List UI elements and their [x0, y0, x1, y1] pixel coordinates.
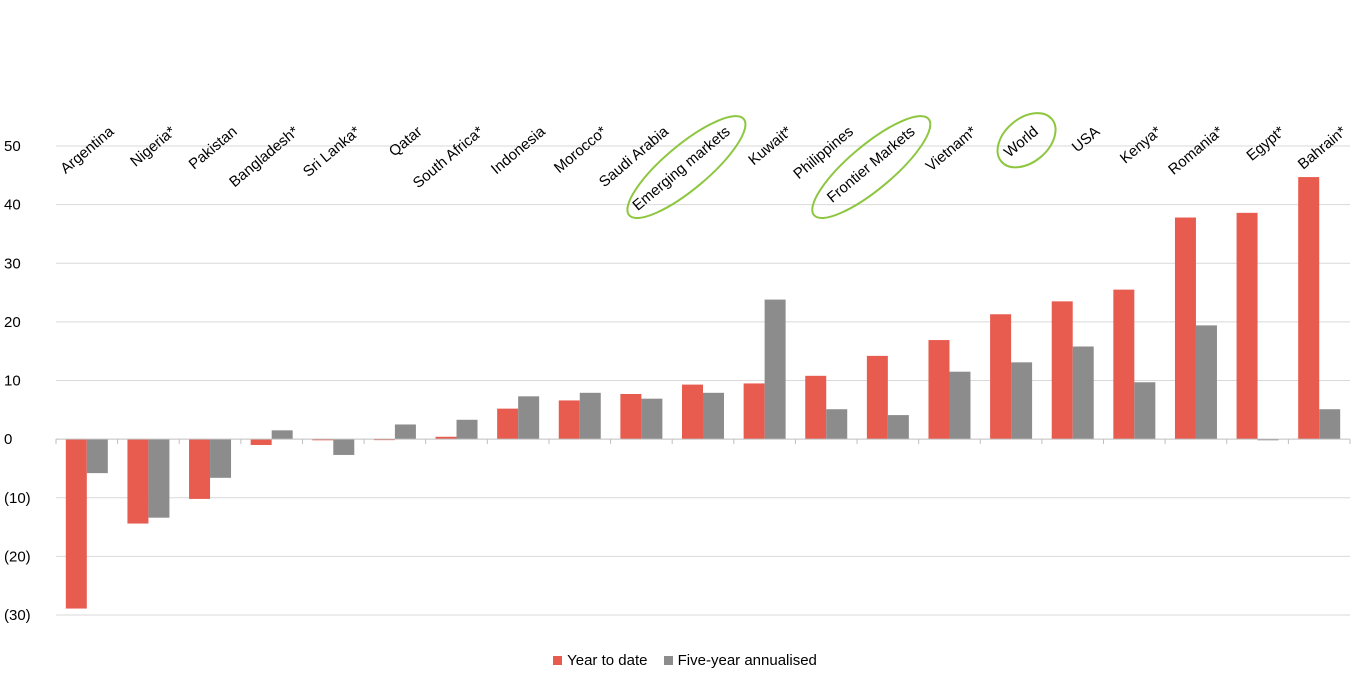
- y-tick-label: 20: [4, 314, 21, 331]
- bar-five-year: [148, 439, 170, 518]
- legend-swatch-five-year: [663, 656, 673, 665]
- bar-ytd: [497, 408, 519, 440]
- bar-ytd: [1298, 177, 1320, 440]
- bar-ytd: [127, 439, 149, 524]
- legend-item-five-year: Five-year annualised: [663, 652, 817, 669]
- bar-five-year: [949, 371, 971, 440]
- y-axis-ticks: 50 40 30 20 10 0 (10) (20) (30): [4, 138, 31, 624]
- bar-ytd: [805, 375, 827, 440]
- y-tick-label: (20): [4, 548, 31, 565]
- category-label: Romania*: [1165, 123, 1227, 178]
- bar-five-year: [333, 439, 355, 455]
- y-tick-label: 10: [4, 373, 21, 390]
- bar-ytd: [1051, 301, 1073, 440]
- y-tick-label: 50: [4, 138, 21, 155]
- category-label: Kenya*: [1117, 123, 1165, 167]
- category-label: Indonesia: [488, 123, 549, 178]
- bar-five-year: [703, 392, 724, 440]
- bar-five-year: [887, 415, 909, 440]
- category-label: Vietnam*: [923, 123, 980, 175]
- y-tick-label: 0: [4, 431, 12, 448]
- category-label: Sri Lanka*: [300, 123, 364, 181]
- bar-ytd: [743, 383, 765, 440]
- highlight-ellipse: [811, 115, 932, 220]
- category-label: Nigeria*: [127, 123, 179, 170]
- category-label: USA: [1069, 123, 1104, 156]
- bar-ytd: [866, 355, 888, 440]
- bar-ytd: [189, 439, 211, 499]
- bar-five-year: [456, 419, 478, 440]
- bar-ytd: [558, 400, 580, 440]
- bar-ytd: [990, 314, 1012, 440]
- bar-five-year: [271, 430, 293, 440]
- bar-five-year: [641, 398, 663, 440]
- bar-five-year: [210, 439, 232, 478]
- category-label: Argentina: [57, 123, 118, 178]
- y-tick-label: (30): [4, 607, 31, 624]
- bars: [65, 177, 1341, 609]
- bar-ytd: [1236, 212, 1258, 440]
- bar-ytd: [250, 439, 272, 445]
- category-label: Bahrain*: [1295, 123, 1350, 173]
- y-tick-label: 30: [4, 255, 21, 272]
- bar-five-year: [1319, 409, 1341, 440]
- highlight-ellipse: [996, 112, 1057, 169]
- bar-five-year: [764, 299, 786, 440]
- category-label: Morocco*: [551, 123, 611, 177]
- legend: Year to date Five-year annualised: [0, 652, 1370, 669]
- category-labels: Argentina Nigeria* PakistanBangladesh*Sri …: [57, 112, 1350, 220]
- bar-five-year: [1134, 382, 1156, 440]
- bar-five-year: [394, 424, 416, 440]
- category-label: Pakistan: [186, 123, 241, 173]
- bar-ytd: [928, 340, 950, 440]
- highlight-ellipse: [626, 115, 747, 220]
- legend-label-five-year: Five-year annualised: [677, 652, 817, 669]
- legend-swatch-ytd: [553, 656, 563, 665]
- bar-ytd: [1174, 217, 1196, 440]
- bar-five-year: [1257, 439, 1279, 441]
- bar-ytd: [620, 393, 642, 440]
- category-label: Egypt*: [1243, 123, 1288, 165]
- category-label: Qatar: [386, 123, 426, 160]
- legend-label-ytd: Year to date: [567, 652, 648, 669]
- bar-five-year: [1011, 362, 1033, 440]
- y-tick-label: 40: [4, 197, 21, 214]
- bar-ytd: [435, 436, 457, 440]
- bar-five-year: [826, 409, 848, 440]
- bar-ytd: [65, 439, 87, 609]
- legend-item-ytd: Year to date: [553, 652, 647, 669]
- y-tick-label: (10): [4, 490, 31, 507]
- bar-five-year: [579, 392, 601, 440]
- bar-five-year: [1195, 325, 1217, 440]
- bar-five-year: [86, 439, 108, 474]
- bar-ytd: [1113, 289, 1135, 440]
- bar-five-year: [518, 396, 540, 440]
- bar-five-year: [1072, 346, 1094, 440]
- bar-ytd: [682, 384, 703, 440]
- gridlines: [56, 145, 1350, 616]
- bar-ytd: [312, 439, 334, 441]
